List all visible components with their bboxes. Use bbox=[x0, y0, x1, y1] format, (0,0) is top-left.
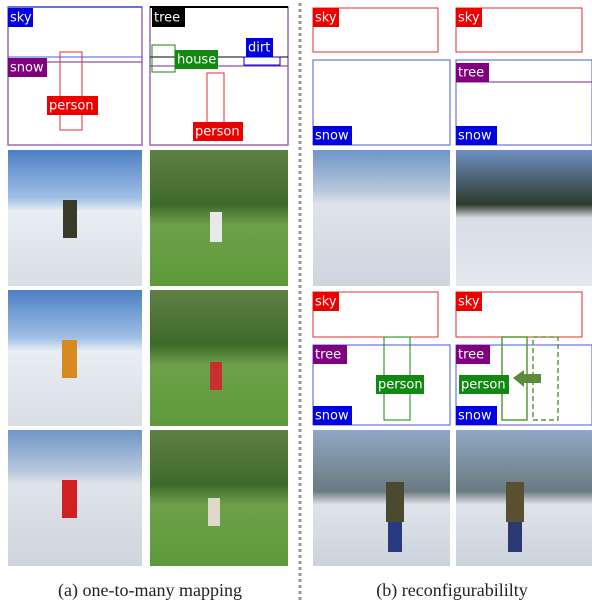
photo bbox=[313, 430, 450, 566]
photos bbox=[313, 150, 592, 566]
label: house bbox=[177, 53, 216, 68]
photo bbox=[456, 150, 592, 286]
arrow bbox=[513, 370, 541, 387]
label: snow bbox=[458, 129, 492, 144]
label: sky bbox=[315, 295, 337, 310]
label: person bbox=[195, 125, 240, 140]
photo bbox=[150, 290, 288, 426]
label: snow bbox=[315, 409, 349, 424]
caption: (a) one-to-many mapping bbox=[58, 580, 242, 601]
photos bbox=[8, 150, 288, 566]
label: snow bbox=[458, 409, 492, 424]
label: snow bbox=[315, 129, 349, 144]
label: sky bbox=[458, 295, 480, 310]
photo bbox=[313, 150, 450, 286]
layout-panel: sky tree person snow bbox=[455, 291, 592, 426]
label: tree bbox=[458, 66, 484, 81]
label: snow bbox=[10, 61, 44, 76]
layout-panel: sky tree snow bbox=[455, 7, 592, 146]
label: person bbox=[49, 99, 94, 114]
label: sky bbox=[10, 11, 32, 26]
label: dirt bbox=[248, 41, 270, 56]
layout-panel: sky tree person snow bbox=[312, 291, 451, 426]
label: tree bbox=[458, 348, 484, 363]
layout-panel: sky snow person bbox=[7, 6, 143, 146]
caption: (b) reconfigurabililty bbox=[376, 580, 527, 601]
label: sky bbox=[458, 11, 480, 26]
label: sky bbox=[315, 11, 337, 26]
label: tree bbox=[154, 11, 180, 26]
label: person bbox=[461, 378, 506, 393]
label: tree bbox=[315, 348, 341, 363]
layout-panel: tree house dirt person bbox=[149, 6, 289, 146]
label: person bbox=[378, 378, 423, 393]
layout-panel: sky snow bbox=[312, 7, 451, 146]
